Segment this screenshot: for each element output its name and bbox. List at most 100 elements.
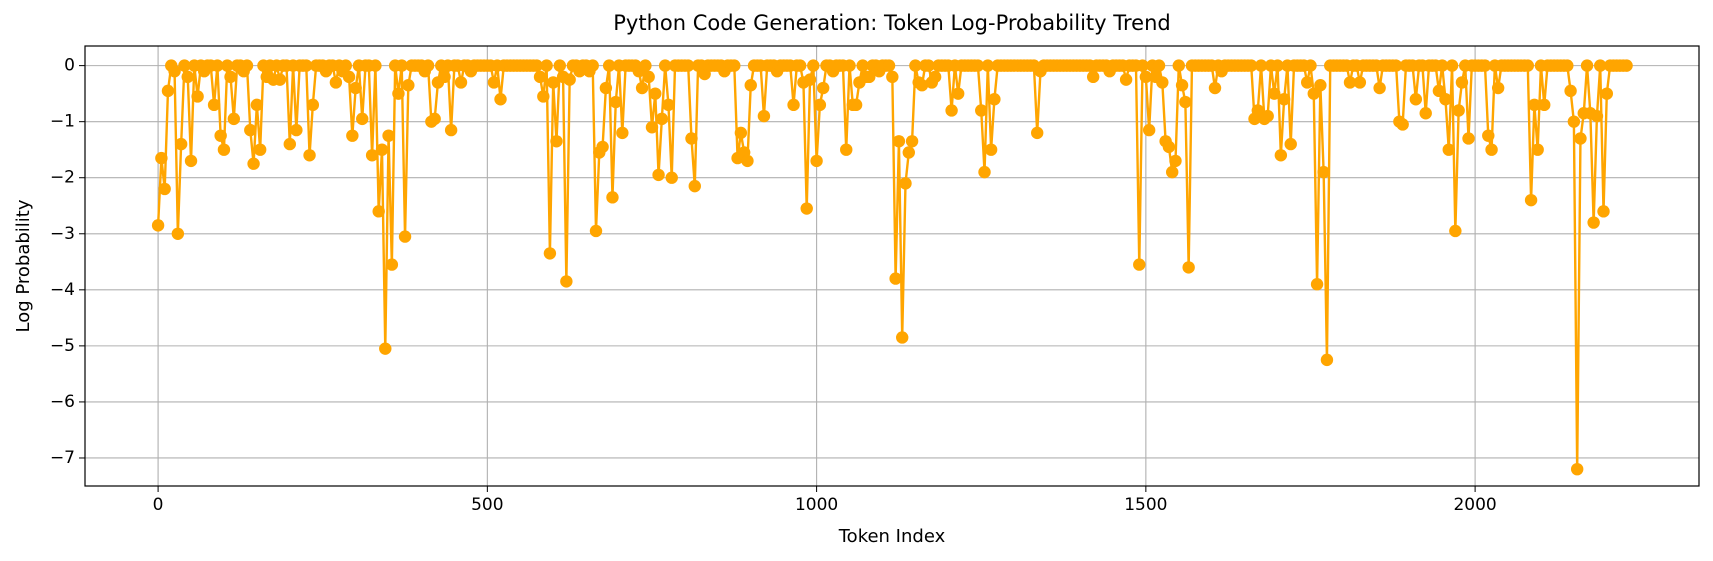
data-point <box>402 79 415 92</box>
data-point <box>840 143 853 156</box>
data-point <box>902 146 915 159</box>
y-tick-label: 0 <box>64 56 75 76</box>
data-point <box>1435 59 1449 72</box>
data-point <box>1432 84 1446 98</box>
data-point <box>1462 132 1475 145</box>
data-point <box>1165 165 1179 179</box>
data-point <box>1245 59 1258 72</box>
data-point <box>1284 137 1297 151</box>
data-point <box>1570 462 1584 476</box>
data-point <box>553 59 566 72</box>
data-point <box>174 137 188 151</box>
data-point <box>922 59 935 72</box>
data-point <box>533 70 547 84</box>
data-point <box>1343 76 1357 89</box>
y-tick-label: −7 <box>50 448 75 468</box>
data-point <box>151 219 165 232</box>
data-point <box>217 143 231 156</box>
data-point <box>369 59 382 72</box>
data-point <box>250 98 264 112</box>
data-point <box>563 73 576 86</box>
data-point <box>214 129 227 142</box>
data-point <box>540 59 553 72</box>
data-point <box>1304 59 1317 72</box>
data-point <box>339 59 352 72</box>
data-point <box>642 70 655 84</box>
data-point <box>454 76 468 89</box>
data-point <box>1455 76 1469 89</box>
data-point <box>372 205 385 218</box>
x-tick-label: 2000 <box>1453 495 1496 515</box>
data-point <box>863 70 876 84</box>
data-point <box>635 81 649 95</box>
data-point <box>1449 224 1462 238</box>
data-point <box>856 59 869 72</box>
data-point <box>385 258 399 271</box>
data-point <box>793 59 807 72</box>
data-point <box>807 59 820 72</box>
data-point <box>1396 118 1409 131</box>
data-point <box>843 59 856 72</box>
data-point <box>882 59 896 72</box>
data-point <box>816 81 830 95</box>
data-point <box>1373 81 1386 95</box>
data-point <box>1175 79 1189 92</box>
data-point <box>1439 93 1452 106</box>
data-point <box>158 182 171 196</box>
data-point <box>392 87 405 100</box>
data-point <box>1478 59 1492 72</box>
data-point <box>928 70 942 84</box>
data-point <box>537 90 550 103</box>
data-point <box>247 157 260 170</box>
y-axis-label: Log Probability <box>13 199 34 332</box>
data-point <box>300 59 313 72</box>
data-point <box>530 59 543 72</box>
data-point <box>1564 84 1577 98</box>
data-point <box>741 154 754 168</box>
data-point <box>221 59 234 72</box>
data-point <box>1567 115 1581 128</box>
data-point <box>395 59 408 72</box>
data-point <box>658 59 672 72</box>
data-point <box>1587 216 1600 229</box>
data-point <box>1445 59 1459 72</box>
data-point <box>734 126 748 140</box>
data-point <box>1031 126 1044 140</box>
data-point <box>1179 95 1192 109</box>
chart-title: Python Code Generation: Token Log-Probab… <box>613 11 1170 35</box>
data-point <box>444 123 458 137</box>
data-point <box>1574 132 1587 145</box>
data-point <box>1485 143 1498 156</box>
data-point <box>181 70 194 84</box>
data-point <box>240 59 254 72</box>
data-point <box>1314 79 1327 92</box>
data-point <box>155 151 168 165</box>
data-point <box>1580 59 1594 72</box>
data-point <box>1561 59 1574 72</box>
data-point <box>273 73 287 86</box>
data-point <box>896 331 909 344</box>
data-point <box>1419 107 1432 120</box>
data-point <box>379 342 392 355</box>
data-point <box>382 129 395 142</box>
data-point <box>161 84 175 98</box>
data-point <box>1491 81 1505 95</box>
data-point <box>1442 143 1455 156</box>
data-point <box>652 168 665 182</box>
plot-frame <box>84 45 1700 487</box>
x-axis-label: Token Index <box>838 526 946 547</box>
data-point <box>981 59 995 72</box>
data-point <box>685 132 698 145</box>
data-point <box>487 76 501 89</box>
data-point <box>1274 149 1288 162</box>
data-point <box>899 177 912 190</box>
y-tick-label: −1 <box>50 112 75 132</box>
data-point <box>1261 109 1274 123</box>
data-point <box>810 154 823 168</box>
data-point <box>178 59 191 72</box>
data-point <box>649 87 662 100</box>
data-point <box>1389 59 1403 72</box>
data-point <box>375 143 389 156</box>
data-point <box>645 121 659 134</box>
